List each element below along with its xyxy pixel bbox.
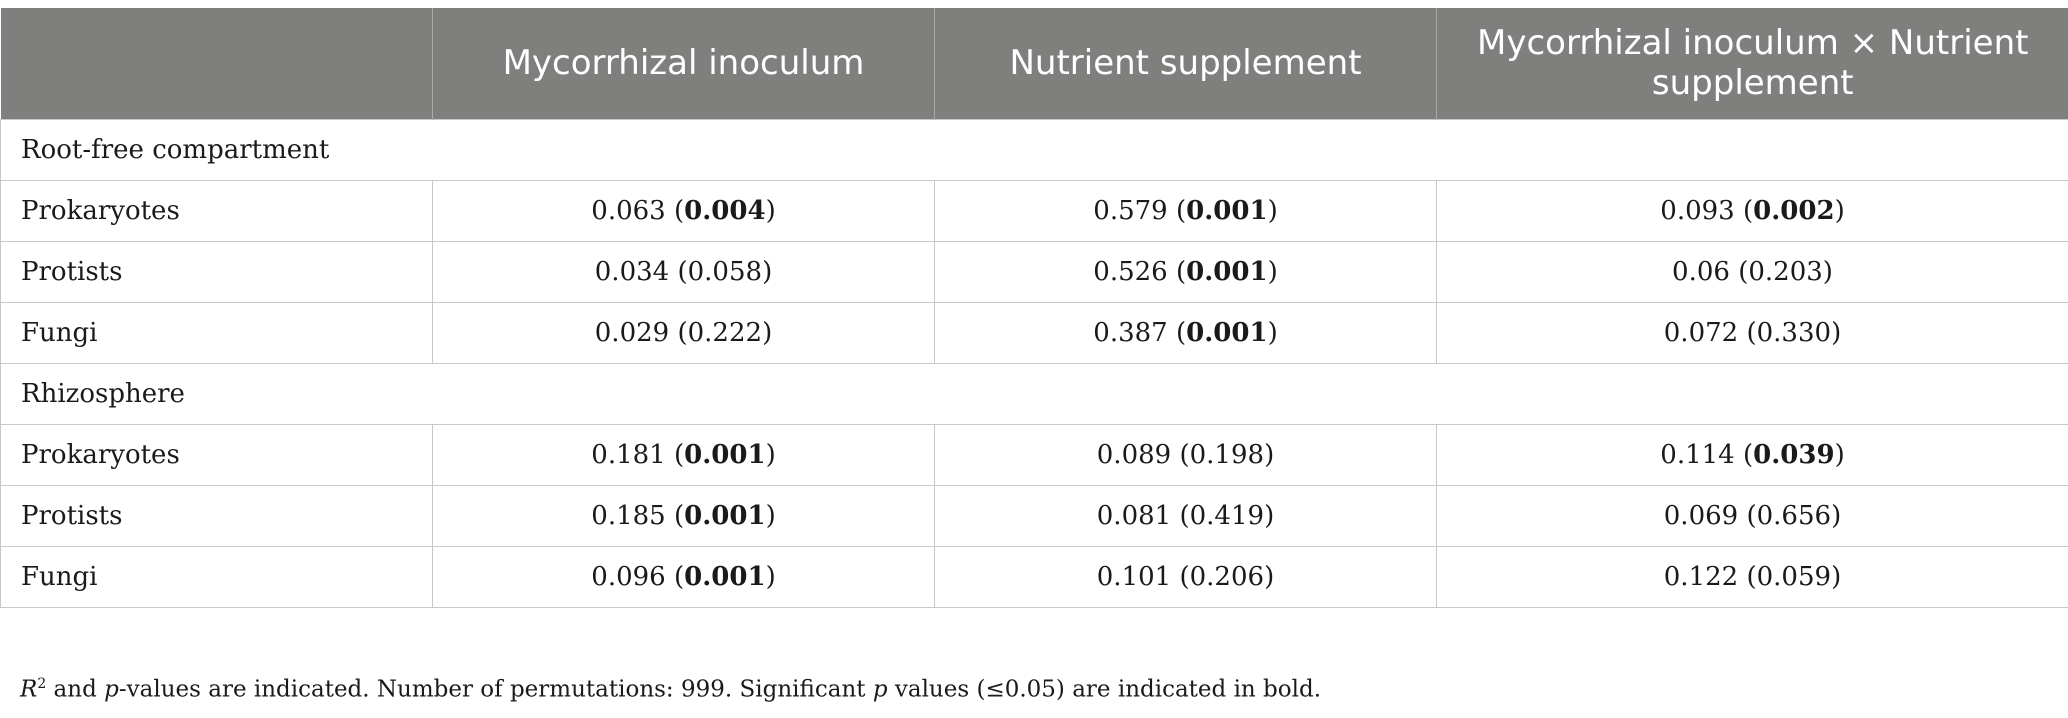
footnote-text-2: -values are indicated. Number of permuta… bbox=[118, 676, 873, 703]
r2-value: 0.029 bbox=[594, 317, 670, 348]
r2-value: 0.122 bbox=[1663, 561, 1739, 592]
table-row: Fungi 0.029 (0.222) 0.387 (0.001) 0.072 (0.… bbox=[0, 301, 2068, 364]
value-cell: 0.029 (0.222) bbox=[432, 301, 935, 364]
value-cell: 0.579 (0.001) bbox=[934, 179, 1437, 242]
table-footnote: R2 and p-values are indicated. Number of… bbox=[20, 676, 1321, 703]
p-value: 0.198 bbox=[1189, 439, 1265, 470]
row-label: Protists bbox=[0, 240, 433, 303]
r2-value: 0.181 bbox=[591, 439, 666, 470]
value-cell: 0.06 (0.203) bbox=[1436, 240, 2068, 303]
header-cell-interaction: Mycorrhizal inoculum × Nutrient suppleme… bbox=[1436, 8, 2068, 119]
r2-value: 0.081 bbox=[1096, 500, 1172, 531]
section-row: Root-free compartment bbox=[0, 118, 2068, 181]
row-label: Protists bbox=[0, 484, 433, 547]
r2-value: 0.072 bbox=[1663, 317, 1739, 348]
value-cell: 0.122 (0.059) bbox=[1436, 545, 2068, 608]
value-cell: 0.089 (0.198) bbox=[934, 423, 1437, 486]
row-label: Fungi bbox=[0, 301, 433, 364]
p-value: 0.059 bbox=[1756, 561, 1832, 592]
row-label: Prokaryotes bbox=[0, 179, 433, 242]
r2-value: 0.526 bbox=[1093, 256, 1168, 287]
value-cell: 0.387 (0.001) bbox=[934, 301, 1437, 364]
table-row: Protists 0.185 (0.001) 0.081 (0.419) 0.069 … bbox=[0, 484, 2068, 547]
value-cell: 0.072 (0.330) bbox=[1436, 301, 2068, 364]
footnote-text-1: and bbox=[46, 676, 105, 703]
value-cell: 0.181 (0.001) bbox=[432, 423, 935, 486]
p-value-significant: 0.001 bbox=[1186, 256, 1268, 287]
results-table: Mycorrhizal inoculum Nutrient supplement… bbox=[0, 8, 2068, 608]
p-value: 0.330 bbox=[1756, 317, 1832, 348]
header-row: Mycorrhizal inoculum Nutrient supplement… bbox=[0, 8, 2068, 119]
r2-value: 0.089 bbox=[1096, 439, 1172, 470]
r2-value: 0.579 bbox=[1093, 195, 1168, 226]
footnote-r-superscript: 2 bbox=[37, 676, 47, 692]
header-cell-mycorrhizal-inoculum: Mycorrhizal inoculum bbox=[432, 8, 935, 119]
p-value: 0.203 bbox=[1748, 256, 1823, 287]
p-value: 0.222 bbox=[687, 317, 763, 348]
value-cell: 0.114 (0.039) bbox=[1436, 423, 2068, 486]
value-cell: 0.101 (0.206) bbox=[934, 545, 1437, 608]
footnote-text-3: values (≤0.05) are indicated in bold. bbox=[887, 676, 1322, 703]
r2-value: 0.387 bbox=[1093, 317, 1168, 348]
value-cell: 0.034 (0.058) bbox=[432, 240, 935, 303]
section-title: Rhizosphere bbox=[0, 362, 2068, 425]
header-cell-corner bbox=[0, 8, 433, 119]
r2-value: 0.185 bbox=[591, 500, 666, 531]
table-body: Root-free compartment Prokaryotes 0.063 (0… bbox=[0, 118, 2068, 608]
r2-value: 0.034 bbox=[594, 256, 670, 287]
footnote-p-symbol-2: p bbox=[872, 676, 888, 703]
r2-value: 0.069 bbox=[1663, 500, 1739, 531]
footnote-r-symbol: R bbox=[20, 676, 38, 703]
p-value-significant: 0.001 bbox=[684, 439, 766, 470]
row-label: Fungi bbox=[0, 545, 433, 608]
r2-value: 0.096 bbox=[591, 561, 666, 592]
r2-value: 0.101 bbox=[1096, 561, 1172, 592]
p-value: 0.419 bbox=[1189, 500, 1265, 531]
r2-value: 0.093 bbox=[1660, 195, 1735, 226]
p-value-significant: 0.001 bbox=[1186, 317, 1268, 348]
value-cell: 0.069 (0.656) bbox=[1436, 484, 2068, 547]
p-value: 0.206 bbox=[1189, 561, 1265, 592]
p-value-significant: 0.001 bbox=[684, 561, 766, 592]
p-value: 0.058 bbox=[687, 256, 763, 287]
section-row: Rhizosphere bbox=[0, 362, 2068, 425]
value-cell: 0.526 (0.001) bbox=[934, 240, 1437, 303]
r2-value: 0.06 bbox=[1672, 256, 1730, 287]
footnote-p-symbol-1: p bbox=[104, 676, 119, 703]
table-row: Protists 0.034 (0.058) 0.526 (0.001) 0.06 (… bbox=[0, 240, 2068, 303]
value-cell: 0.081 (0.419) bbox=[934, 484, 1437, 547]
section-title: Root-free compartment bbox=[0, 118, 2068, 181]
row-label: Prokaryotes bbox=[0, 423, 433, 486]
r2-value: 0.063 bbox=[591, 195, 666, 226]
p-value-significant: 0.001 bbox=[1186, 195, 1268, 226]
p-value: 0.656 bbox=[1756, 500, 1832, 531]
value-cell: 0.096 (0.001) bbox=[432, 545, 935, 608]
r2-value: 0.114 bbox=[1660, 439, 1735, 470]
value-cell: 0.185 (0.001) bbox=[432, 484, 935, 547]
table-row: Prokaryotes 0.181 (0.001) 0.089 (0.198) 0.1… bbox=[0, 423, 2068, 486]
value-cell: 0.063 (0.004) bbox=[432, 179, 935, 242]
table-row: Prokaryotes 0.063 (0.004) 0.579 (0.001) 0.0… bbox=[0, 179, 2068, 242]
p-value-significant: 0.001 bbox=[684, 500, 766, 531]
p-value-significant: 0.039 bbox=[1753, 439, 1835, 470]
p-value-significant: 0.004 bbox=[684, 195, 766, 226]
table-row: Fungi 0.096 (0.001) 0.101 (0.206) 0.122 (0.… bbox=[0, 545, 2068, 608]
p-value-significant: 0.002 bbox=[1753, 195, 1835, 226]
header-cell-nutrient-supplement: Nutrient supplement bbox=[934, 8, 1437, 119]
value-cell: 0.093 (0.002) bbox=[1436, 179, 2068, 242]
results-table-container: Mycorrhizal inoculum Nutrient supplement… bbox=[0, 8, 2068, 608]
